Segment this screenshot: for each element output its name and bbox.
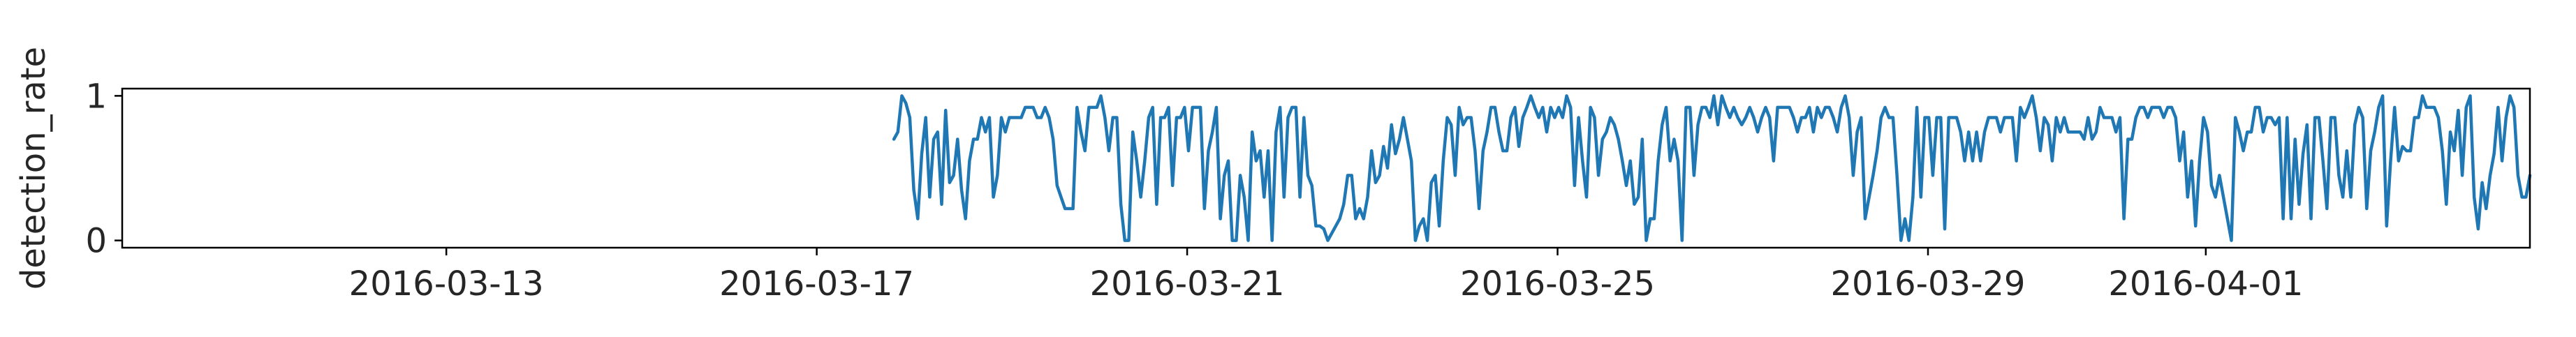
x-tick-label: 2016-03-25 — [1460, 264, 1655, 304]
x-tick-label: 2016-03-13 — [349, 264, 544, 304]
y-tick-label: 0 — [85, 222, 107, 261]
x-tick-label: 2016-03-21 — [1090, 264, 1285, 304]
y-axis: 01 — [85, 77, 122, 261]
y-tick-label: 1 — [85, 77, 107, 116]
x-tick-label: 2016-03-17 — [719, 264, 914, 304]
x-tick-label: 2016-04-01 — [2108, 264, 2303, 304]
x-tick-label: 2016-03-29 — [1831, 264, 2026, 304]
plot-area — [122, 89, 2530, 248]
x-axis: 2016-03-13 2016-03-17 2016-03-21 2016-03-25… — [349, 248, 2303, 304]
plot-frame — [121, 87, 2531, 249]
series-line-detection-rate — [892, 94, 2532, 242]
y-axis-label: detection_rate — [14, 47, 53, 290]
